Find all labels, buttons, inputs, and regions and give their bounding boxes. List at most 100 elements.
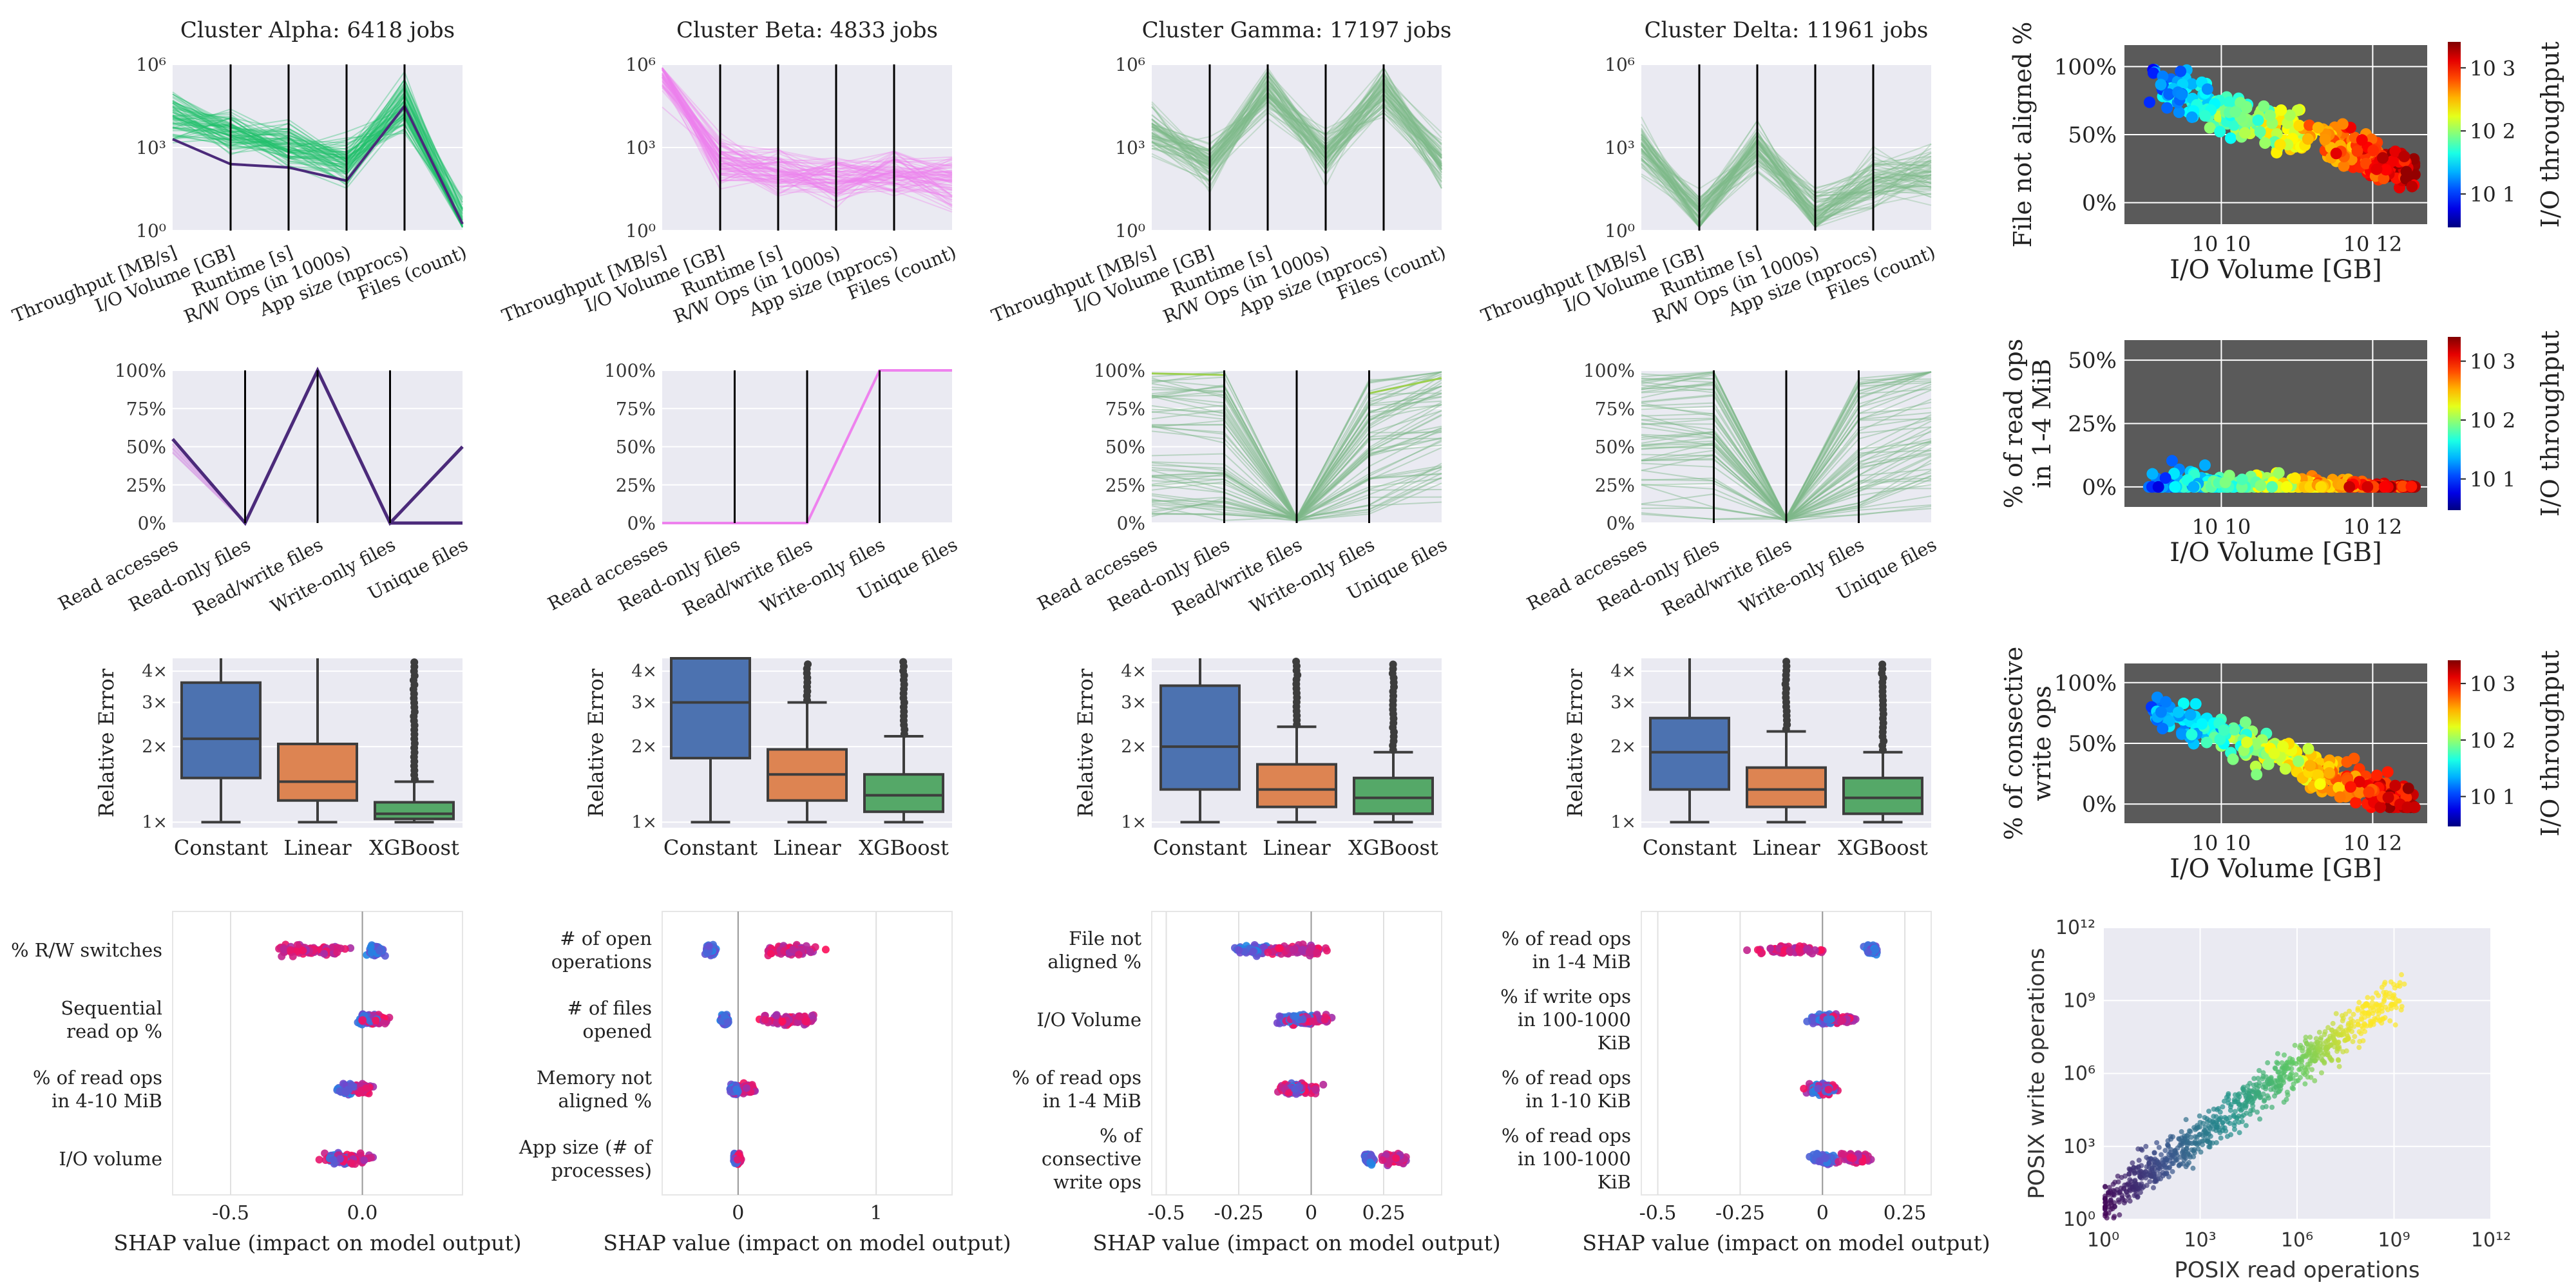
series-line [1641,152,1932,217]
x-tick-label: -0.5 [212,1202,249,1225]
series-line [1641,138,1932,219]
shap-point [1312,948,1321,957]
shap-point [723,1017,732,1025]
scatter-point [2159,472,2171,484]
series-line [1151,97,1442,170]
scatter-point [2333,781,2345,794]
y-tick-label: 10³ [136,137,166,158]
scatter-point [2251,1082,2256,1088]
series-line [1151,91,1442,164]
y-tick-label: 10⁹ [2063,989,2095,1012]
colorbar-tick-label: 10 2 [2470,119,2515,144]
series-line [662,84,953,191]
feature-label-line: Sequential [61,997,162,1019]
series-line [1641,134,1932,201]
series-line [1151,86,1442,183]
series-line [1151,90,1442,178]
series-line [662,67,953,186]
shap-point [1823,1015,1831,1024]
x-tick-label: Linear [283,835,352,860]
scatter-point [2190,698,2202,710]
colorbar-label: I/O throughput [2536,330,2564,517]
series-line [1641,137,1932,225]
shap-point [1392,1154,1400,1163]
series-line [172,99,463,228]
series-line [1641,144,1932,226]
plot-background [172,911,463,1196]
series-line [1151,372,1225,376]
series-line [1641,145,1932,216]
series-line [1151,86,1442,180]
scatter-point [2406,180,2418,193]
scatter-point [2268,747,2280,759]
scatter-point [2147,67,2159,79]
series-line [172,111,463,228]
colorbar-tick-label: 10 2 [2470,729,2515,753]
series-line [172,123,463,210]
scatter-point [2371,163,2383,175]
series-line [1151,83,1442,182]
y-tick-label: 1× [142,812,167,832]
series-line [1641,134,1932,213]
scatter-point [2304,119,2316,131]
series-line [1151,73,1442,167]
y-axis-label: % of consectivewrite ops [1999,647,2056,841]
series-line [1641,138,1932,213]
y-axis-label: % of read opsin 1-4 MiB [1999,339,2056,509]
series-line [662,72,953,202]
series-line [662,69,953,190]
y-tick-label: 50% [1105,437,1145,458]
series-line [662,67,953,196]
box [1649,716,1730,791]
x-axis-label: SHAP value (impact on model output) [1582,1230,1990,1255]
series-line [172,94,463,211]
series-line [1151,82,1442,174]
scatter-point [2227,753,2239,765]
scatter-point [2345,781,2357,793]
series-line [1641,131,1932,220]
scatter-point [2214,733,2226,745]
shap-point [734,1156,742,1164]
axis-label: Read-only files [1104,534,1233,616]
feature-label: % of read ops in 1-10 KiB [1502,1067,1631,1112]
shap-point [1249,948,1257,956]
series-line [172,108,463,228]
series-line [1151,69,1442,161]
scatter-point [2302,1081,2308,1087]
y-axis-label-line: % of consective [1999,647,2028,841]
x-tick-label: Constant [174,835,268,860]
feature-label-line: I/O volume [59,1148,162,1170]
series-line [1151,73,1442,174]
plot-background [1641,911,1932,1196]
series-line [1641,143,1932,228]
feature-label: % of read ops in 4-10 MiB [33,1067,162,1112]
scatter-point [2168,1147,2173,1152]
scatter-point [2397,980,2403,986]
series-line [662,72,953,197]
series-line [662,67,953,190]
scatter-point [2405,481,2418,493]
feature-label-line: App size (# of [519,1136,653,1158]
feature-label-line: % of read ops [1502,928,1631,949]
y-axis-label: POSIX write operations [2024,948,2050,1199]
shap-point [1309,1017,1317,1025]
series-line [662,67,953,197]
scatter-point [2175,65,2187,77]
series-line [172,122,463,198]
series-line [662,67,953,191]
series-line [1151,66,1442,173]
y-tick-label: 25% [1595,475,1635,496]
scatter-point [2378,173,2390,185]
y-tick-label: 50% [2068,122,2117,148]
x-tick-label: 10 12 [2343,232,2403,256]
outlier-point [1292,657,1301,665]
scatter-point [2389,145,2401,157]
y-tick-label: 3× [142,693,167,713]
feature-label: % of read ops in 1-4 MiB [1012,1067,1141,1112]
feature-label: % R/W switches [11,939,162,961]
series-line [662,77,953,181]
feature-label-line: in 100-1000 [1518,1009,1631,1031]
x-tick-label: 10⁹ [2378,1229,2410,1252]
series-line [172,97,463,212]
axis-label: Read/write files [1658,534,1795,620]
